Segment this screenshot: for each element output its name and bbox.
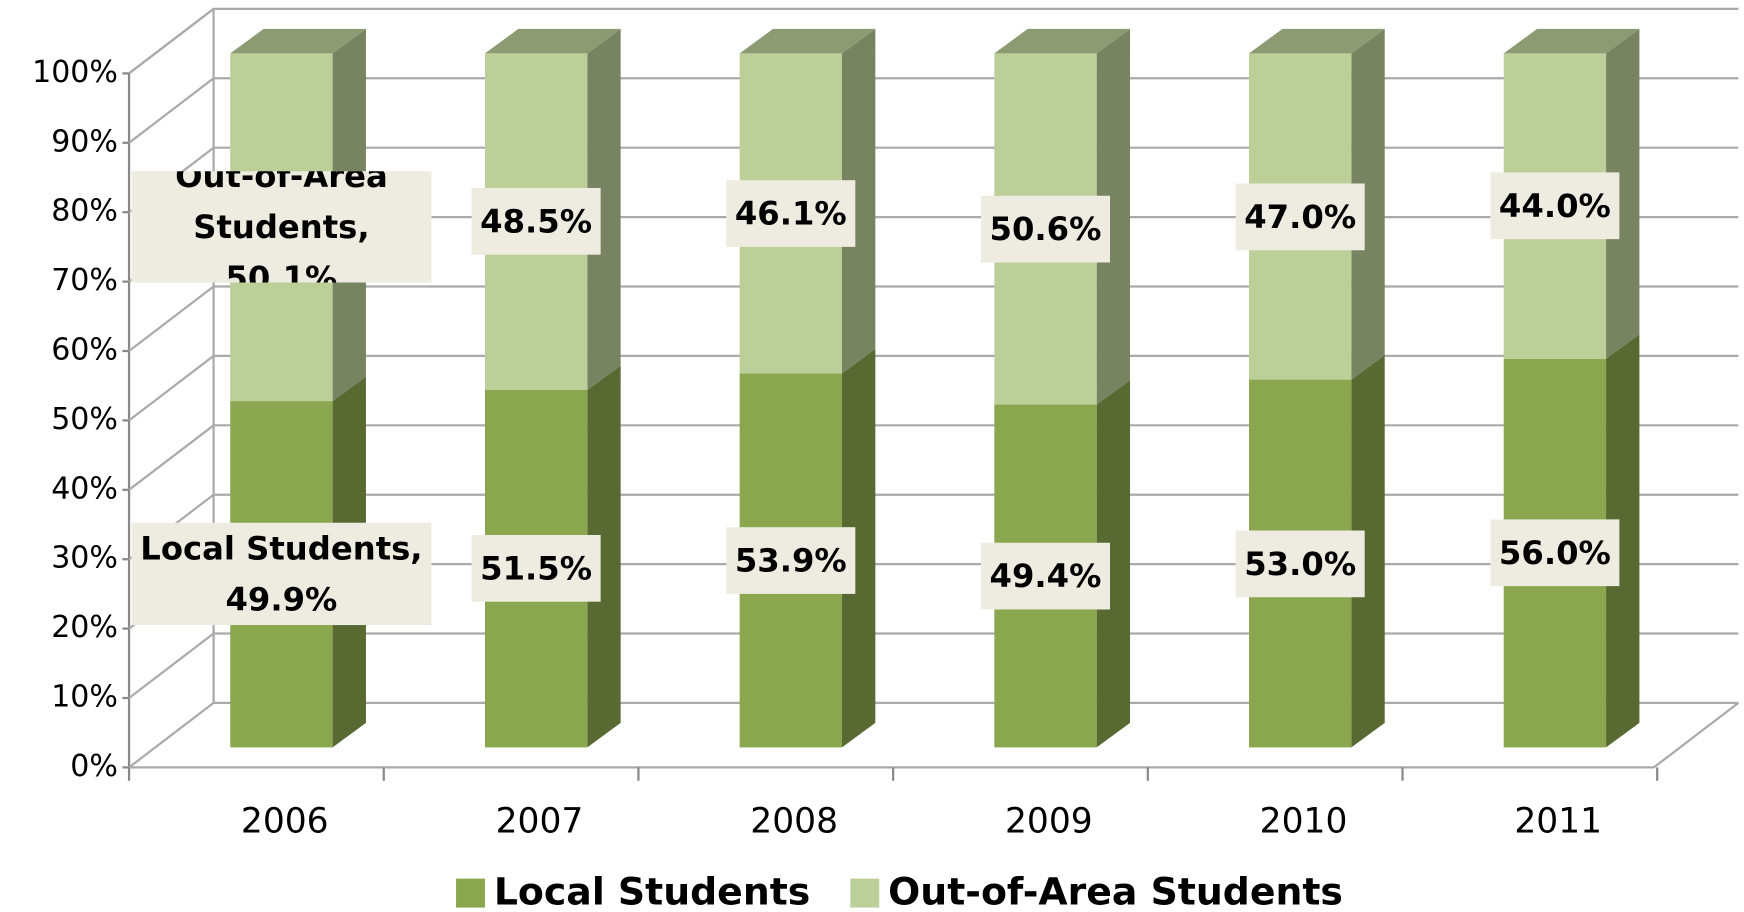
grid-line bbox=[128, 7, 1739, 75]
x-tick-label: 2009 bbox=[1005, 802, 1093, 842]
value-label-box: 50.6% bbox=[979, 190, 1112, 268]
value-label-box: 47.0% bbox=[1233, 178, 1366, 256]
value-label-box: 56.0% bbox=[1488, 514, 1621, 592]
x-tick-label: 2011 bbox=[1514, 802, 1602, 842]
value-label: 51.5% bbox=[471, 535, 601, 603]
y-tick-label: 40% bbox=[51, 471, 118, 506]
y-tick-label: 80% bbox=[51, 194, 118, 229]
value-label-box: 49.4% bbox=[979, 537, 1112, 615]
value-label-wrap: 53.0% bbox=[1233, 525, 1366, 603]
y-tick-label: 20% bbox=[51, 610, 118, 645]
bar-side bbox=[1096, 28, 1131, 405]
y-tick-label: 30% bbox=[51, 541, 118, 576]
value-label-wrap: 50.6% bbox=[979, 190, 1112, 268]
value-label-box: 46.1% bbox=[724, 174, 857, 252]
bar-top bbox=[739, 28, 876, 54]
x-tick-label: 2010 bbox=[1260, 802, 1348, 842]
y-tick-label: 50% bbox=[51, 402, 118, 437]
y-tick-label: 10% bbox=[51, 680, 118, 715]
y-tick-label: 100% bbox=[32, 55, 118, 90]
grid-line bbox=[128, 285, 1739, 352]
x-tick-label: 2008 bbox=[750, 802, 838, 842]
legend-label: Out-of-Area Students bbox=[888, 870, 1343, 912]
legend-label: Local Students bbox=[494, 870, 810, 912]
bar-side bbox=[1606, 28, 1640, 359]
value-label-box: Local Students, 49.9% bbox=[131, 519, 432, 630]
value-label: 44.0% bbox=[1490, 172, 1620, 240]
value-label-wrap: 47.0% bbox=[1233, 178, 1366, 256]
bar-side bbox=[1351, 28, 1385, 380]
bar-top bbox=[230, 28, 366, 54]
x-tick-label: 2006 bbox=[241, 802, 329, 842]
bar-side bbox=[587, 365, 621, 748]
value-label-box: 51.5% bbox=[469, 530, 602, 608]
value-label: 47.0% bbox=[1235, 183, 1366, 250]
bar-top bbox=[1249, 28, 1385, 54]
grid-line bbox=[128, 632, 1739, 699]
value-label: 53.0% bbox=[1235, 530, 1366, 597]
floor-edge bbox=[129, 702, 1740, 769]
bar-side bbox=[1606, 334, 1640, 748]
value-label-wrap: Local Students, 49.9% bbox=[131, 519, 432, 630]
bar-side bbox=[841, 28, 876, 374]
grid-line bbox=[128, 701, 1739, 769]
value-label-wrap: 44.0% bbox=[1488, 167, 1621, 245]
x-tick-label: 2007 bbox=[496, 802, 584, 842]
bar-side bbox=[841, 348, 876, 748]
bar-side bbox=[1351, 355, 1385, 748]
grid-line bbox=[128, 424, 1739, 491]
value-label: 53.9% bbox=[725, 526, 856, 594]
value-label: 49.4% bbox=[980, 542, 1111, 610]
bar-top bbox=[1503, 28, 1640, 54]
y-tick-label: 70% bbox=[51, 263, 118, 298]
bar-top bbox=[994, 28, 1131, 54]
legend-swatch bbox=[850, 878, 880, 908]
bar-top bbox=[484, 28, 621, 54]
value-label-wrap: 51.5% bbox=[469, 530, 602, 608]
value-label: 46.1% bbox=[725, 179, 856, 247]
value-label: Local Students, 49.9% bbox=[131, 523, 432, 626]
value-label-box: 48.5% bbox=[469, 183, 602, 261]
value-label-box: 44.0% bbox=[1488, 167, 1621, 245]
grid-line bbox=[128, 354, 1739, 422]
value-label-wrap: Out-of-Area Students, 50.1% bbox=[131, 171, 432, 283]
value-label-wrap: 53.9% bbox=[724, 521, 857, 599]
y-tick-label: 60% bbox=[51, 333, 118, 368]
value-label: 56.0% bbox=[1490, 519, 1620, 587]
grid-line bbox=[128, 77, 1739, 144]
value-label: Out-of-Area Students, 50.1% bbox=[131, 171, 432, 283]
legend-swatch bbox=[456, 878, 485, 908]
value-label-box: 53.0% bbox=[1233, 525, 1366, 603]
legend: Local Students Out-of-Area Students bbox=[456, 870, 1343, 912]
value-label-wrap: 56.0% bbox=[1488, 514, 1621, 592]
bar-side bbox=[587, 28, 621, 390]
value-label-wrap: 49.4% bbox=[979, 537, 1112, 615]
value-label: 48.5% bbox=[471, 188, 601, 256]
value-label: 50.6% bbox=[980, 195, 1111, 263]
value-label-box: 53.9% bbox=[724, 521, 857, 599]
y-tick-label: 0% bbox=[70, 749, 118, 784]
bar-side bbox=[1096, 380, 1131, 748]
value-label-wrap: 48.5% bbox=[469, 183, 602, 261]
value-label-box: Out-of-Area Students, 50.1% bbox=[131, 171, 432, 283]
value-label-wrap: 46.1% bbox=[724, 174, 857, 252]
y-tick-label: 90% bbox=[51, 124, 118, 159]
